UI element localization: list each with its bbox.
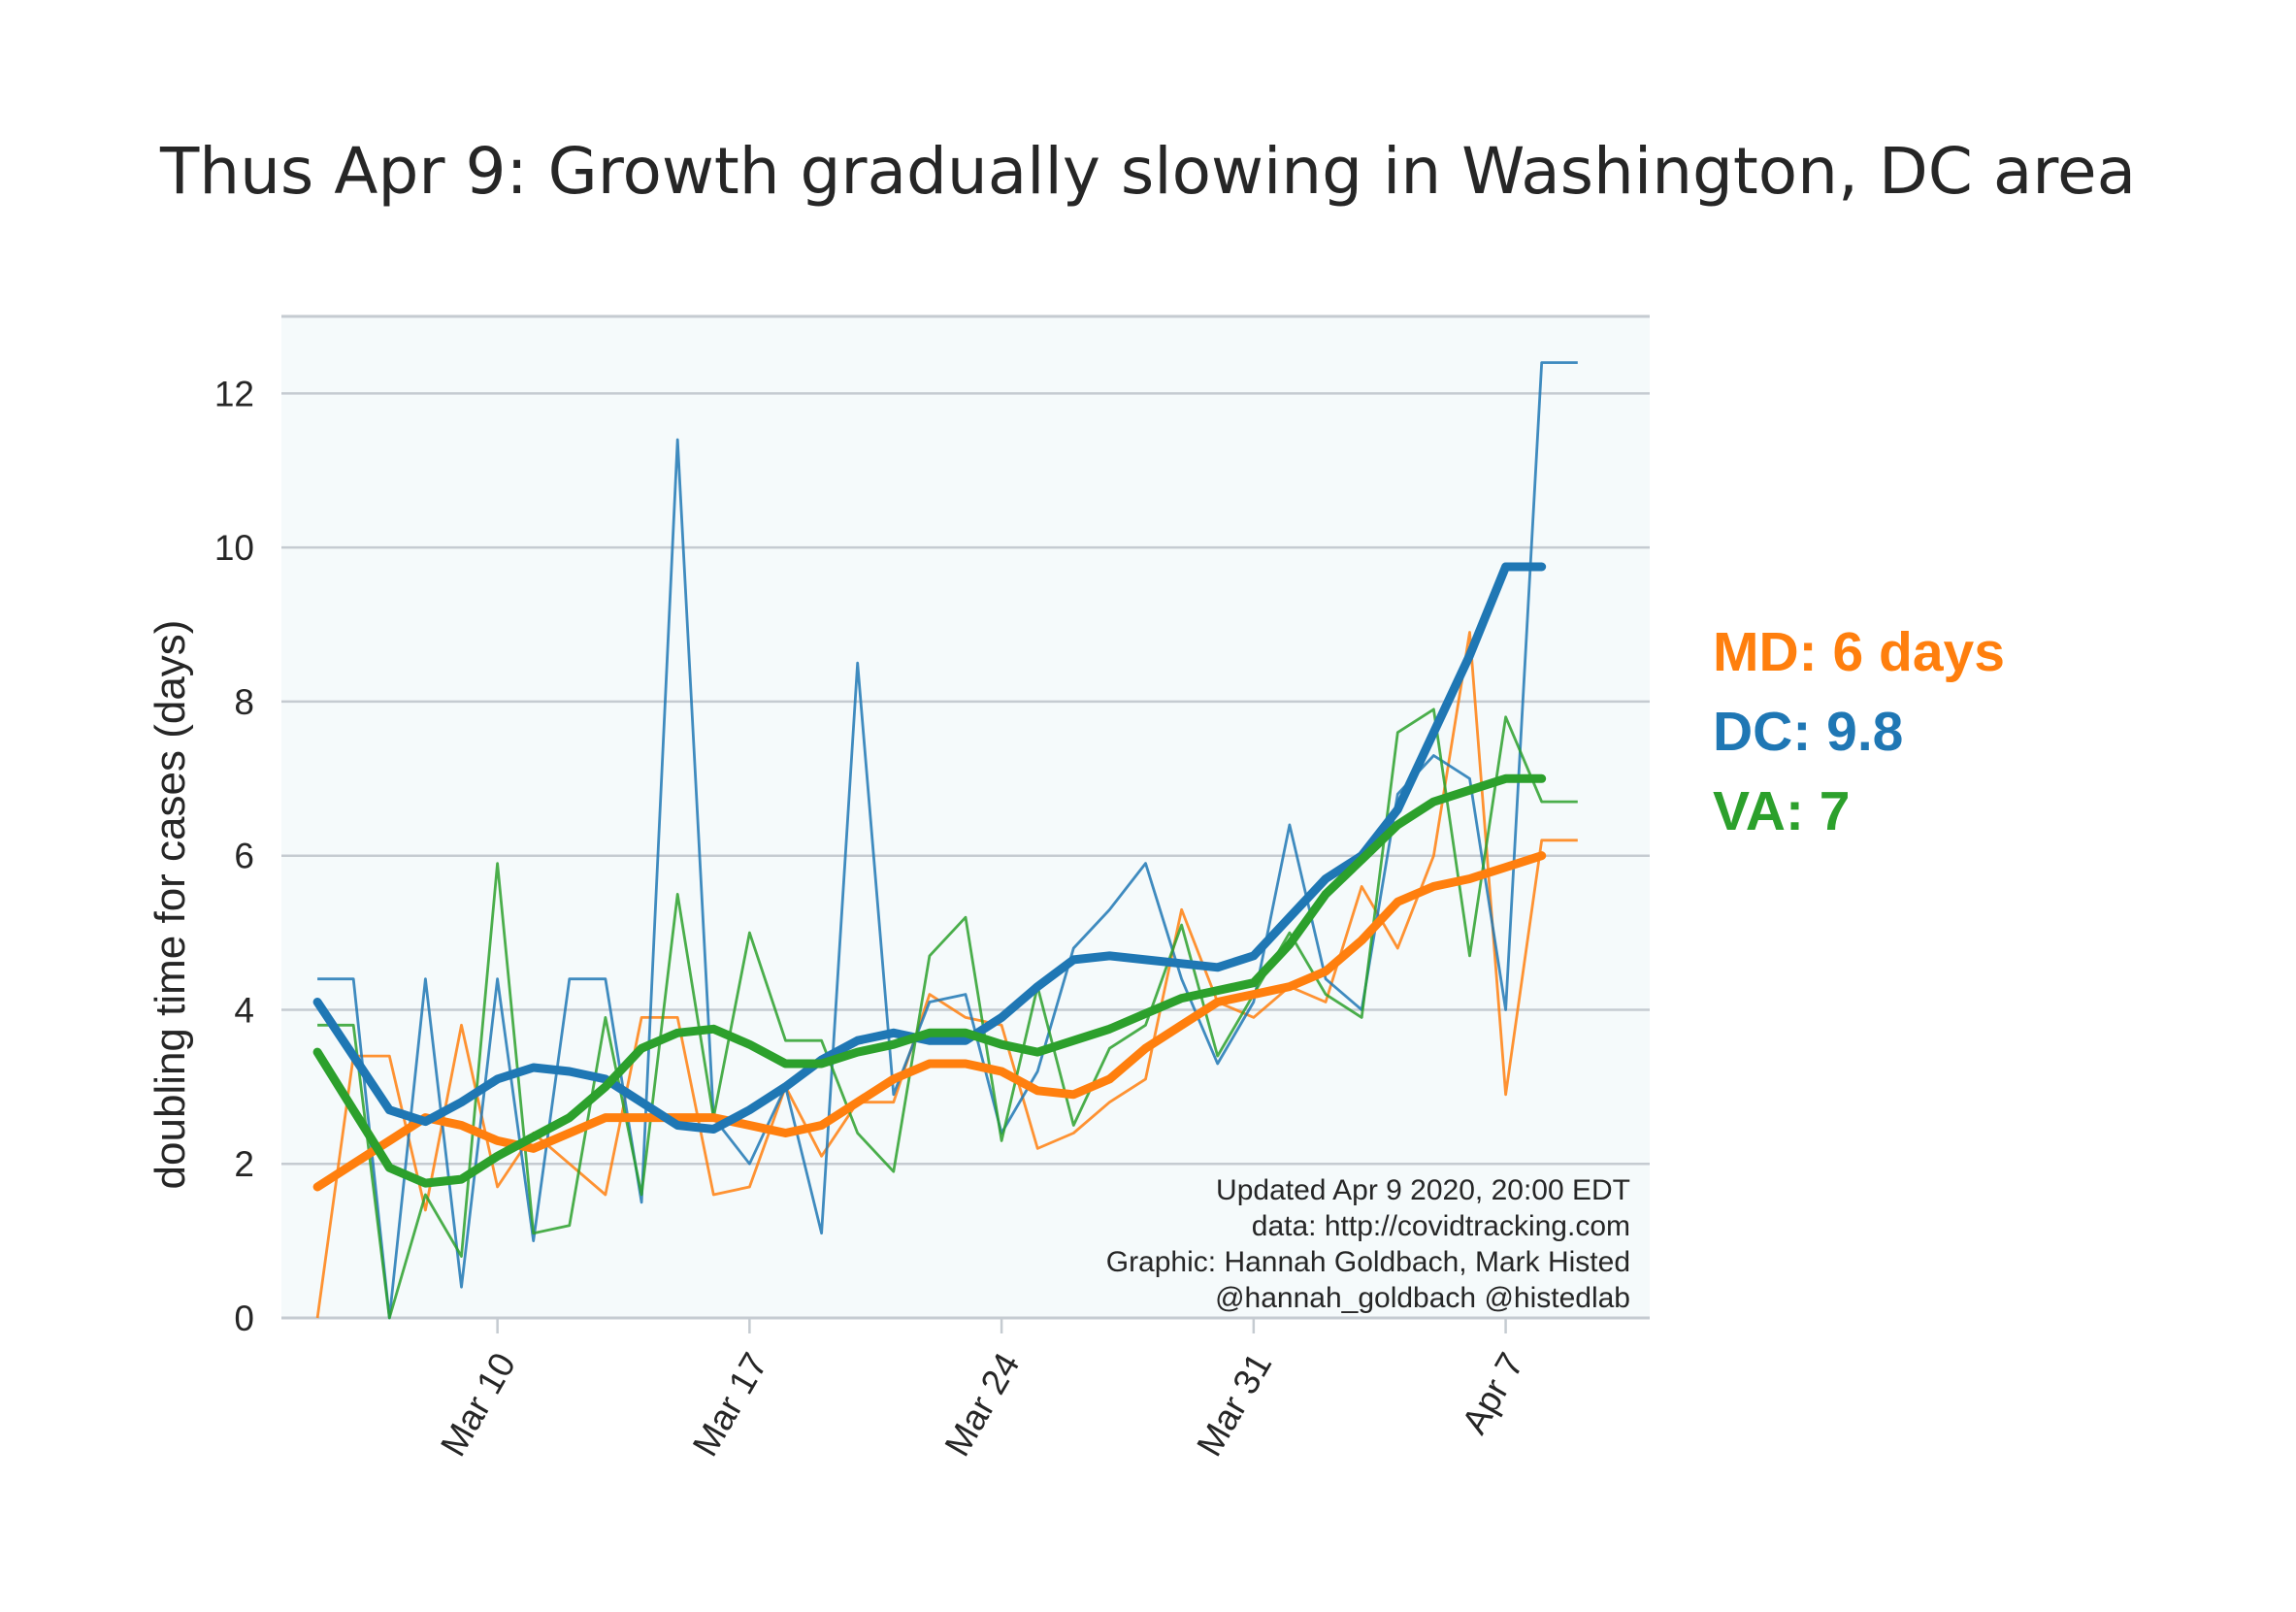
x-tick-label: Mar 10 [433,1346,523,1463]
x-tick-label: Mar 24 [937,1346,1028,1463]
dc-summary-label: DC: 9.8 [1713,701,1904,763]
y-tick-labels: 0 2 4 6 8 10 12 [214,374,254,1338]
credit-data-source: data: http://covidtracking.com [1252,1210,1630,1242]
axes [281,314,1650,1333]
x-tick-label: Mar 31 [1189,1346,1279,1463]
md-summary-label: MD: 6 days [1713,621,2005,683]
y-tick-label-8: 8 [234,682,254,722]
x-tick-label: Mar 17 [685,1346,775,1463]
smoothed-line-va [312,773,1547,1188]
y-tick-label-10: 10 [214,528,254,568]
y-tick-label-4: 4 [234,990,254,1030]
raw-line-va [317,707,1578,1320]
credit-updated: Updated Apr 9 2020, 20:00 EDT [1216,1174,1630,1206]
y-axis-label: doubling time for cases (days) [147,620,194,1190]
va-summary-label: VA: 7 [1713,780,1851,842]
y-tick-label-6: 6 [234,837,254,876]
credit-handles: @hannah_goldbach @histedlab [1215,1282,1630,1314]
y-tick-label-2: 2 [234,1144,254,1184]
y-tick-label-12: 12 [214,374,254,413]
credit-graphic: Graphic: Hannah Goldbach, Mark Histed [1106,1246,1630,1278]
x-tick-labels: Mar 10 Mar 17 Mar 24 Mar 31 Apr 7 [433,1346,1531,1463]
x-tick-label: Apr 7 [1454,1346,1531,1440]
smoothed-series-lines [312,562,1547,1192]
smoothed-line-dc [312,562,1547,1134]
y-tick-label-0: 0 [234,1299,254,1338]
chart-title: Thus Apr 9: Growth gradually slowing in … [159,134,2137,209]
credits-annotation: Updated Apr 9 2020, 20:00 EDT data: http… [1106,1174,1630,1314]
